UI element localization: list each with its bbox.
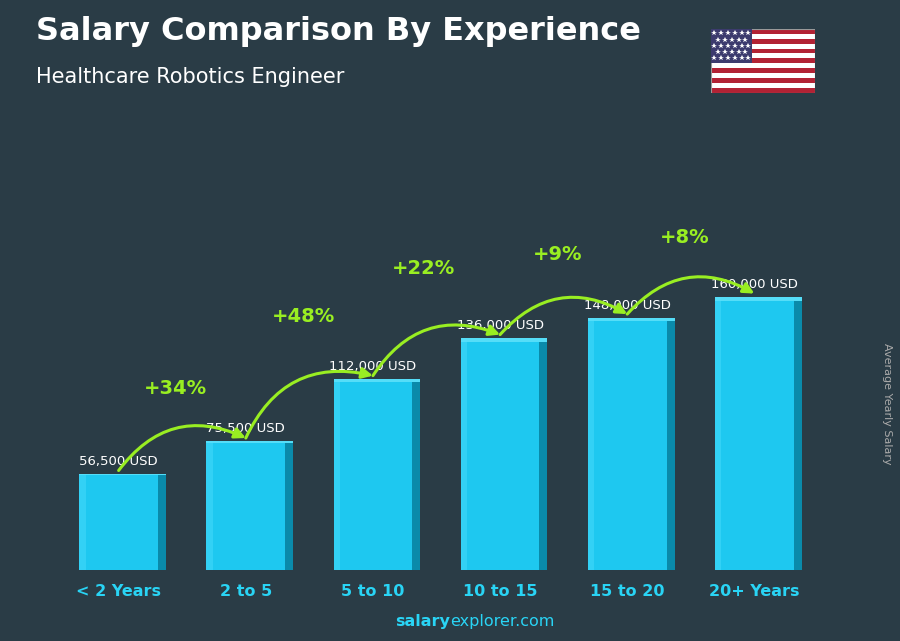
Text: +9%: +9% bbox=[533, 245, 582, 264]
Text: 136,000 USD: 136,000 USD bbox=[456, 319, 544, 332]
Text: 160,000 USD: 160,000 USD bbox=[711, 278, 797, 291]
Bar bbox=[711, 38, 814, 44]
Bar bbox=[79, 474, 158, 570]
Bar bbox=[285, 442, 293, 570]
Text: 75,500 USD: 75,500 USD bbox=[206, 422, 285, 435]
Bar bbox=[334, 379, 420, 382]
Bar bbox=[412, 379, 420, 570]
Bar bbox=[794, 297, 802, 570]
Text: 56,500 USD: 56,500 USD bbox=[79, 455, 158, 468]
Bar bbox=[711, 83, 814, 88]
Bar bbox=[711, 44, 814, 49]
Bar bbox=[334, 379, 412, 570]
Bar bbox=[711, 69, 814, 73]
Text: Healthcare Robotics Engineer: Healthcare Robotics Engineer bbox=[36, 67, 345, 87]
Bar bbox=[461, 338, 539, 570]
Bar bbox=[711, 58, 814, 63]
Text: 112,000 USD: 112,000 USD bbox=[329, 360, 417, 373]
Bar bbox=[206, 442, 285, 570]
Bar bbox=[711, 88, 814, 93]
Bar bbox=[206, 442, 212, 570]
Bar bbox=[79, 474, 166, 476]
Bar bbox=[711, 73, 814, 78]
Bar bbox=[588, 317, 674, 321]
Text: +34%: +34% bbox=[144, 379, 207, 398]
Bar bbox=[711, 63, 814, 69]
Bar bbox=[711, 49, 814, 53]
Text: +48%: +48% bbox=[272, 306, 335, 326]
Bar bbox=[334, 379, 340, 570]
Text: explorer.com: explorer.com bbox=[450, 615, 554, 629]
Bar bbox=[588, 317, 667, 570]
Bar bbox=[711, 29, 752, 63]
Bar bbox=[79, 474, 86, 570]
Bar bbox=[206, 442, 293, 444]
Bar bbox=[667, 317, 674, 570]
Bar bbox=[461, 338, 467, 570]
Bar bbox=[461, 338, 547, 342]
Bar bbox=[711, 34, 814, 38]
Text: Average Yearly Salary: Average Yearly Salary bbox=[881, 343, 892, 465]
Bar bbox=[711, 78, 814, 83]
Bar bbox=[715, 297, 802, 301]
Text: +22%: +22% bbox=[392, 259, 455, 278]
Bar bbox=[715, 297, 721, 570]
Bar bbox=[711, 29, 814, 34]
Bar bbox=[588, 317, 594, 570]
Bar bbox=[158, 474, 166, 570]
Bar bbox=[715, 297, 794, 570]
Bar bbox=[539, 338, 547, 570]
Bar bbox=[711, 53, 814, 58]
Text: salary: salary bbox=[395, 615, 450, 629]
Text: 148,000 USD: 148,000 USD bbox=[584, 299, 670, 312]
Text: +8%: +8% bbox=[660, 228, 709, 247]
Text: Salary Comparison By Experience: Salary Comparison By Experience bbox=[36, 16, 641, 47]
